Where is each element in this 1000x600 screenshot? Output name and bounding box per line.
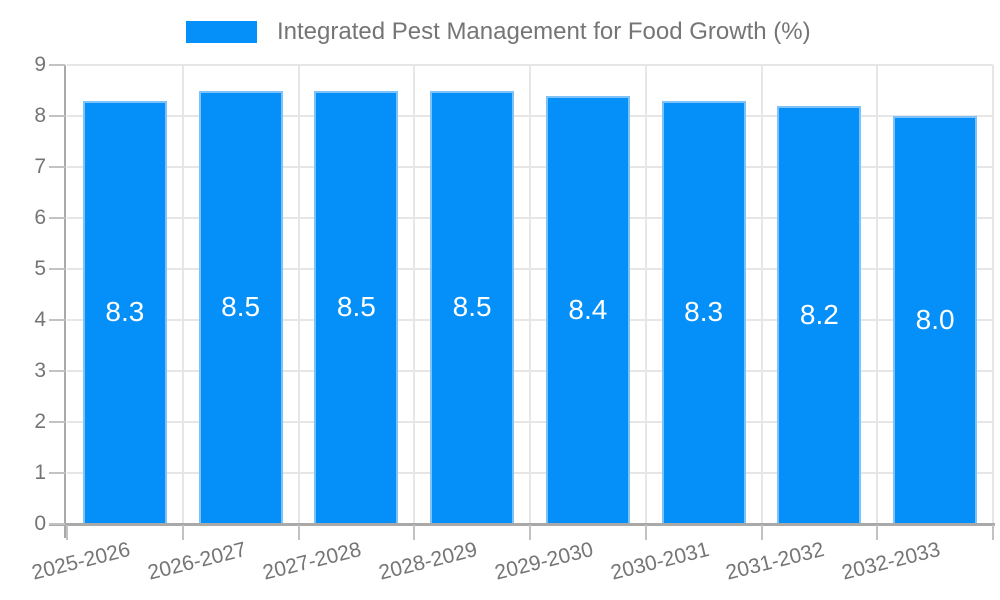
v-gridline (992, 65, 994, 524)
x-axis-line (49, 523, 995, 526)
y-tick-mark (49, 166, 65, 168)
bar-value-label: 8.5 (452, 291, 492, 323)
bar-value-label: 8.5 (336, 291, 376, 323)
y-axis-line (64, 65, 66, 538)
x-tick-mark (992, 525, 994, 540)
y-tick-mark (49, 370, 65, 372)
y-tick-mark (49, 64, 65, 66)
y-axis-tick-label: 9 (34, 53, 46, 76)
v-gridline (181, 65, 184, 524)
bar-value-label: 8.3 (105, 296, 145, 328)
plot-area: 8.3 8.5 8.5 8.5 8.4 8.3 8.2 8.0 (67, 64, 994, 524)
x-tick-mark (66, 525, 68, 540)
legend-label: Integrated Pest Management for Food Grow… (277, 18, 811, 45)
y-tick-mark (49, 217, 65, 219)
x-tick-mark (760, 525, 763, 540)
bar-value-label: 8.3 (684, 296, 724, 328)
v-gridline (529, 65, 531, 524)
y-axis-tick-label: 5 (34, 257, 46, 280)
y-tick-mark (49, 319, 65, 321)
bar (661, 100, 746, 524)
v-gridline (760, 65, 763, 524)
y-axis-tick-label: 2 (34, 410, 46, 433)
bar-value-label: 8.5 (221, 291, 261, 323)
bar (545, 95, 630, 524)
y-tick-mark (49, 472, 65, 474)
bar (314, 90, 399, 524)
bar (198, 90, 283, 524)
bar-value-label: 8.4 (568, 293, 608, 325)
y-tick-mark (49, 421, 65, 423)
y-axis-tick-label: 1 (34, 461, 46, 484)
v-gridline (413, 65, 416, 524)
bar (777, 105, 862, 524)
v-gridline (876, 65, 879, 524)
bar-value-label: 8.2 (799, 298, 839, 330)
bar (430, 90, 515, 524)
bar (82, 100, 167, 524)
chart-legend: Integrated Pest Management for Food Grow… (186, 18, 811, 45)
v-gridline (297, 65, 300, 524)
x-tick-mark (297, 525, 300, 540)
y-axis-tick-label: 4 (34, 308, 46, 331)
y-axis-tick-label: 0 (34, 512, 46, 535)
y-tick-mark (49, 268, 65, 270)
x-tick-mark (529, 525, 531, 540)
y-axis-tick-label: 7 (34, 155, 46, 178)
x-tick-mark (413, 525, 416, 540)
x-tick-mark (181, 525, 184, 540)
y-tick-mark (49, 523, 65, 525)
legend-swatch (186, 20, 257, 43)
bar (893, 116, 978, 524)
v-gridline (644, 65, 647, 524)
x-tick-mark (876, 525, 879, 540)
y-tick-mark (49, 115, 65, 117)
bar-value-label: 8.0 (915, 304, 955, 335)
y-axis-tick-label: 6 (34, 206, 46, 229)
x-tick-mark (644, 525, 647, 540)
y-axis-tick-label: 3 (34, 359, 46, 382)
y-axis-tick-label: 8 (34, 104, 46, 127)
